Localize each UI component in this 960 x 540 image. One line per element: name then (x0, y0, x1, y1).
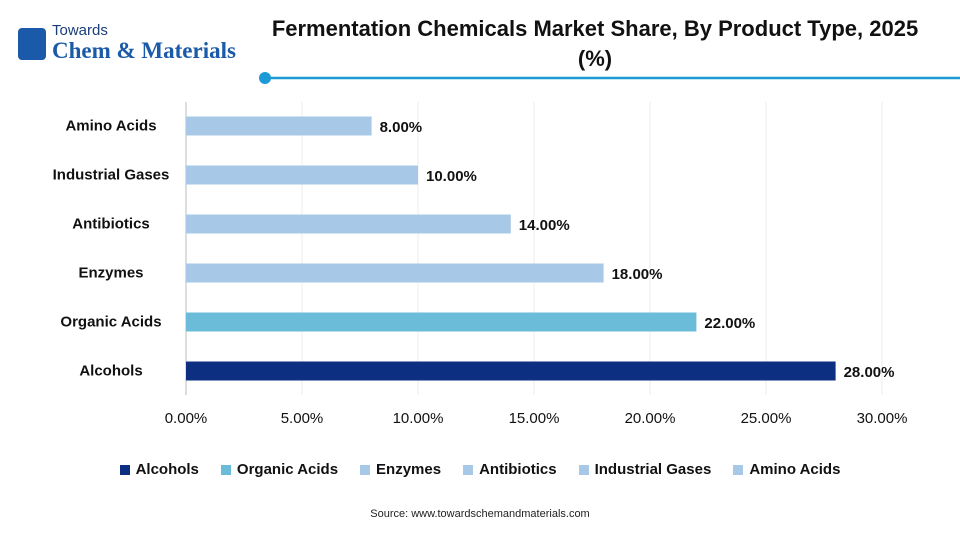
x-tick-label: 15.00% (509, 410, 560, 427)
legend-swatch (578, 464, 589, 475)
value-label: 14.00% (519, 217, 570, 234)
legend-item: Enzymes (360, 461, 441, 478)
value-label: 28.00% (844, 364, 895, 381)
chart-title: Fermentation Chemicals Market Share, By … (271, 16, 919, 71)
bar (186, 263, 604, 283)
bar (186, 214, 511, 234)
legend-item: Antibiotics (463, 461, 557, 478)
y-tick-label: Enzymes (78, 264, 144, 282)
x-tick-label: 20.00% (625, 410, 676, 427)
bar (186, 312, 697, 332)
legend-swatch (733, 464, 744, 475)
legend-label: Enzymes (376, 461, 442, 478)
logo-icon (18, 28, 46, 60)
y-tick-label: Alcohols (79, 362, 143, 380)
legend-label: Organic Acids (236, 461, 339, 478)
legend-item: Alcohols (119, 461, 199, 478)
legend-item: Amino Acids (733, 461, 840, 478)
bar (186, 361, 836, 381)
value-label: 22.00% (704, 315, 755, 332)
value-label: 8.00% (380, 119, 423, 136)
legend-swatch (119, 464, 130, 475)
legend-item: Organic Acids (220, 461, 339, 478)
bar (186, 165, 418, 185)
logo-top: Towards (52, 22, 108, 39)
x-tick-label: 5.00% (281, 410, 324, 427)
legend-label: Amino Acids (749, 461, 841, 478)
legend-swatch (463, 464, 474, 475)
x-tick-label: 10.00% (393, 410, 444, 427)
y-tick-label: Industrial Gases (52, 166, 170, 184)
legend-swatch (220, 464, 231, 475)
logo-bottom: Chem & Materials (52, 38, 236, 63)
legend-swatch (360, 464, 371, 475)
legend-label: Alcohols (135, 461, 199, 478)
value-label: 10.00% (426, 168, 477, 185)
source: Source: www.towardschemandmaterials.com (370, 508, 590, 520)
y-tick-label: Organic Acids (60, 313, 162, 331)
x-tick-label: 30.00% (857, 410, 908, 427)
value-label: 18.00% (612, 266, 663, 283)
bar (186, 116, 372, 136)
legend: Alcohols Organic Acids Enzymes Antibiotics I… (0, 461, 960, 478)
x-tick-label: 0.00% (165, 410, 208, 427)
legend-label: Industrial Gases (594, 461, 712, 478)
x-tick-label: 25.00% (741, 410, 792, 427)
y-tick-label: Amino Acids (65, 117, 157, 135)
legend-label: Antibiotics (479, 461, 557, 478)
y-tick-label: Antibiotics (72, 215, 150, 233)
legend-item: Industrial Gases (578, 461, 712, 478)
